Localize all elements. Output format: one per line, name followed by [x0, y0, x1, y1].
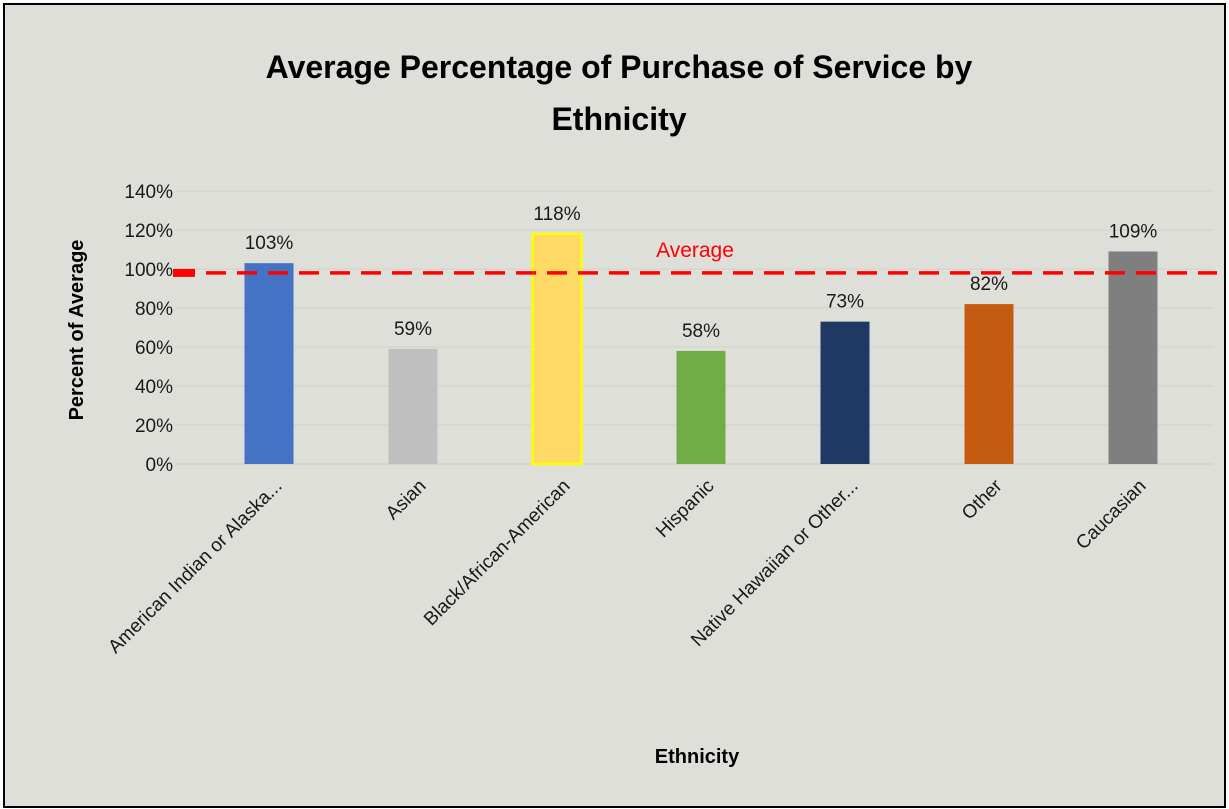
chart-title-line-2: Ethnicity — [551, 101, 686, 137]
category-label: Other — [958, 475, 1007, 524]
bar — [676, 350, 726, 464]
category-label: Asian — [382, 476, 430, 524]
y-tick-label: 40% — [135, 377, 173, 398]
category-label: American Indian or Alaska... — [104, 476, 286, 658]
y-tick-label: 80% — [135, 299, 173, 320]
bar — [820, 321, 870, 464]
reference-line-group: Average — [173, 239, 1217, 277]
data-label: 103% — [245, 233, 294, 254]
reference-line-start-marker — [173, 268, 195, 277]
bars — [244, 232, 1158, 466]
bar — [1108, 251, 1158, 464]
reference-line-label: Average — [656, 239, 734, 262]
x-axis-title: Ethnicity — [655, 746, 740, 768]
y-tick-label: 0% — [146, 455, 174, 476]
category-labels: American Indian or Alaska... AsianBlack/A… — [104, 475, 1150, 658]
y-tick-label: 140% — [124, 182, 173, 203]
data-label: 73% — [826, 292, 864, 313]
category-label: Hispanic — [652, 476, 718, 542]
y-tick-label: 100% — [124, 260, 173, 281]
data-labels: 103% 59% 118% 58% 73% 82% 109% — [245, 204, 1158, 342]
category-label: Caucasian — [1072, 476, 1150, 554]
bar — [531, 232, 583, 466]
bar — [964, 304, 1014, 464]
data-label: 82% — [970, 274, 1008, 295]
y-tick-labels: 0% 20% 40% 60% 80% 100% 120% 140% — [124, 182, 173, 476]
bar — [388, 348, 438, 464]
y-axis-title: Percent of Average — [66, 240, 88, 421]
data-label: 59% — [394, 319, 432, 340]
y-tick-label: 60% — [135, 338, 173, 359]
category-label: Native Hawaiian or Other... — [687, 476, 862, 651]
data-label: 109% — [1109, 221, 1158, 242]
data-label: 118% — [533, 204, 580, 225]
bar-chart: Average Percentage of Purchase of Servic… — [66, 49, 1217, 768]
data-label: 58% — [682, 321, 720, 342]
category-label: Black/African-American — [420, 476, 574, 630]
bar — [244, 263, 294, 464]
chart-frame: Average Percentage of Purchase of Servic… — [3, 3, 1226, 808]
chart-title-line-1: Average Percentage of Purchase of Servic… — [266, 49, 973, 85]
y-tick-label: 120% — [124, 221, 173, 242]
y-tick-label: 20% — [135, 416, 173, 437]
